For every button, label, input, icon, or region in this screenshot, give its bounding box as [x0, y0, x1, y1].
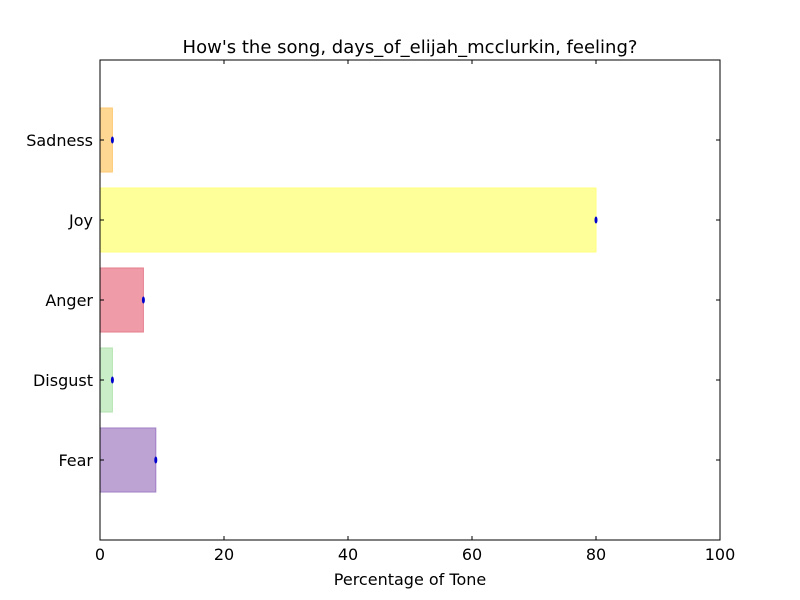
- bar-fear: [99, 427, 157, 493]
- plot-frame: [99, 59, 721, 541]
- y-tick-label: Joy: [68, 211, 93, 230]
- y-tick-label: Disgust: [33, 371, 93, 390]
- x-axis-ticks: 0 20 40 60 80 100: [95, 60, 735, 564]
- x-tick-label: 80: [586, 545, 606, 564]
- chart-title: How's the song, days_of_elijah_mcclurkin…: [183, 37, 638, 58]
- x-tick-label: 60: [462, 545, 482, 564]
- marker-sadness: [110, 136, 114, 144]
- x-tick-label: 0: [95, 545, 105, 564]
- y-tick-label: Sadness: [26, 131, 93, 150]
- x-tick-label: 100: [705, 545, 736, 564]
- marker-anger: [141, 296, 145, 304]
- x-tick-label: 20: [214, 545, 234, 564]
- marker-disgust: [110, 376, 114, 384]
- marker-fear: [154, 456, 158, 464]
- x-axis-label: Percentage of Tone: [334, 570, 486, 589]
- markers-group: [110, 136, 598, 464]
- y-tick-label: Fear: [58, 451, 93, 470]
- marker-joy: [594, 216, 598, 224]
- y-tick-label: Anger: [45, 291, 93, 310]
- x-tick-label: 40: [338, 545, 358, 564]
- bar-anger: [99, 267, 144, 333]
- bars-group: [99, 107, 597, 493]
- y-axis-ticks: Fear Disgust Anger Joy Sadness: [26, 131, 720, 470]
- bar-joy: [99, 187, 597, 253]
